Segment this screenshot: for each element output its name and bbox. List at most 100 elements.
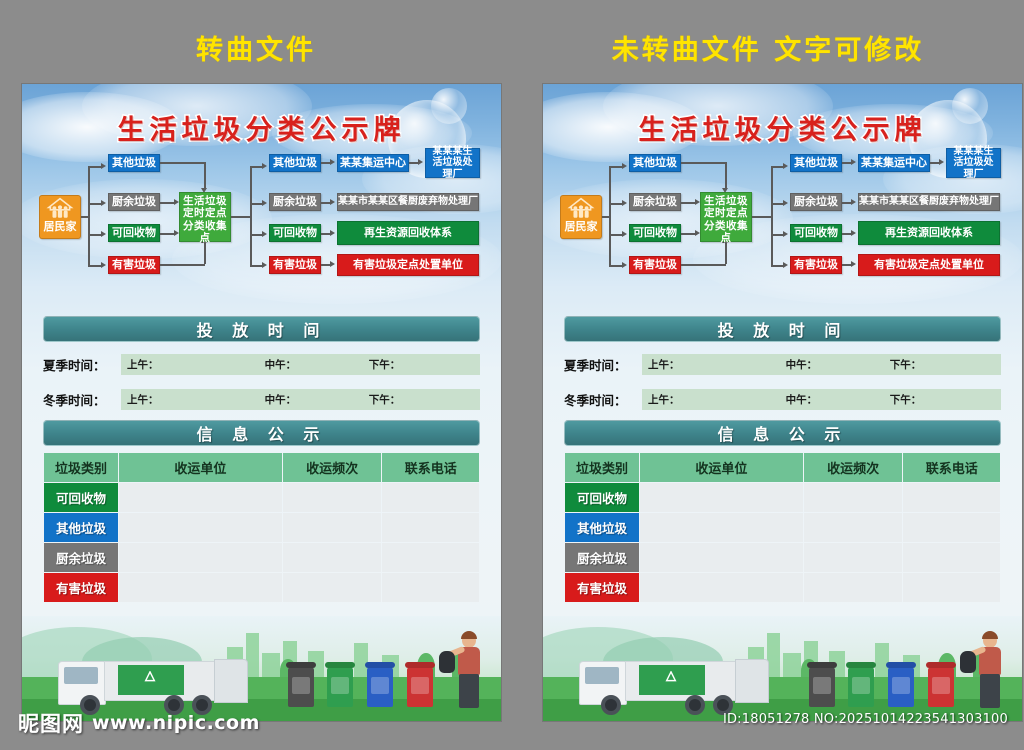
flow-connector [88, 265, 102, 267]
cell-unit[interactable] [640, 573, 803, 602]
garbage-truck-icon [579, 649, 779, 715]
flow-arrow [939, 158, 944, 165]
flow-connector [930, 162, 940, 164]
table-row: 厨余垃圾 [565, 543, 1000, 572]
summer-morning-label: 上午： [648, 359, 680, 371]
flow-connector [160, 233, 176, 235]
cell-unit[interactable] [119, 543, 282, 572]
th-phone: 联系电话 [903, 453, 1000, 482]
time-row-winter: 冬季时间： 上午： 中午： 下午： [564, 389, 1001, 410]
flow-arrow [622, 261, 627, 268]
family-house-icon [567, 197, 595, 219]
flow-arrow [851, 158, 856, 165]
cell-unit[interactable] [119, 483, 282, 512]
flow-connector [681, 233, 697, 235]
cell-phone[interactable] [903, 483, 1000, 512]
cell-frequency[interactable] [803, 513, 903, 542]
flow-connector [160, 162, 205, 164]
hazardous-waste-bin-icon [405, 662, 435, 707]
summer-afternoon-label: 下午： [368, 359, 401, 371]
table-row: 其他垃圾 [44, 513, 479, 542]
cell-unit[interactable] [640, 543, 803, 572]
cell-frequency[interactable] [282, 513, 382, 542]
flow-arrow [174, 229, 179, 236]
flow-connector [842, 162, 852, 164]
flow-connector [231, 216, 251, 218]
person-illustration [960, 631, 1008, 709]
flow-node-kitchen-waste-2: 厨余垃圾 [269, 193, 321, 211]
flow-node-recyclable-1: 可回收物 [629, 224, 681, 242]
flow-connector [321, 264, 331, 266]
table-row: 有害垃圾 [44, 573, 479, 602]
cell-phone[interactable] [382, 483, 479, 512]
flow-connector [160, 202, 175, 204]
person-torso [979, 647, 1001, 675]
flow-connector [609, 265, 623, 267]
flow-connector [752, 216, 772, 218]
bin-panel [411, 677, 429, 694]
flow-connector [681, 202, 696, 204]
time-row-summer-label: 夏季时间： [564, 358, 627, 373]
winter-noon-label: 中午： [785, 394, 818, 406]
flow-node-transfer-center: 某某集运中心 [337, 154, 409, 172]
collection-point-line1: 生活垃圾 [704, 195, 748, 208]
cell-unit[interactable] [119, 573, 282, 602]
waste-flow-diagram: 居民家 其他垃圾 厨余垃圾 可回收物 有害垃圾 [22, 146, 501, 301]
cell-phone[interactable] [382, 543, 479, 572]
cell-frequency[interactable] [803, 483, 903, 512]
cell-unit[interactable] [119, 513, 282, 542]
cell-phone[interactable] [903, 573, 1000, 602]
bin-panel [292, 677, 310, 694]
cell-phone[interactable] [382, 573, 479, 602]
flow-arrow [174, 198, 179, 205]
flow-connector [204, 162, 206, 189]
winter-afternoon-label: 下午： [368, 394, 401, 406]
flow-node-label: 某某集运中心 [340, 155, 406, 169]
flow-connector [88, 166, 90, 265]
image-id-label: ID:18051278 NO:20251014223541303100 [722, 712, 1008, 727]
cell-frequency[interactable] [803, 573, 903, 602]
building-shape [246, 633, 259, 681]
bin-lid [846, 662, 876, 668]
caption-right: 未转曲文件 文字可修改 [611, 35, 925, 66]
cell-unit[interactable] [640, 483, 803, 512]
flow-arrow [783, 162, 788, 169]
cell-unit[interactable] [640, 513, 803, 542]
flow-node-resident-label: 居民家 [564, 220, 598, 234]
cell-frequency[interactable] [282, 543, 382, 572]
cell-phone[interactable] [903, 513, 1000, 542]
flow-node-label: 某某某生活垃圾处理厂 [953, 145, 994, 180]
flow-node-hazardous-2: 有害垃圾 [269, 256, 321, 274]
truck-wheel [164, 695, 184, 715]
caption-left: 转曲文件 [196, 35, 316, 66]
flow-connector [609, 166, 611, 265]
th-category: 垃圾类别 [565, 453, 640, 482]
flow-arrow [262, 261, 267, 268]
truck-wheel [685, 695, 705, 715]
summer-noon-label: 中午： [785, 359, 818, 371]
cell-phone[interactable] [903, 543, 1000, 572]
flow-connector [609, 203, 623, 205]
flow-node-resident-label: 居民家 [43, 220, 77, 234]
collection-point-line2: 定时定点 [183, 207, 227, 220]
flow-node-label: 可回收物 [633, 225, 677, 239]
flow-connector [771, 265, 784, 267]
cell-frequency[interactable] [282, 573, 382, 602]
time-row-summer-fields[interactable]: 上午： 中午： 下午： [642, 354, 1001, 375]
truck-wheel [601, 695, 621, 715]
flow-node-label: 有害垃圾 [633, 257, 677, 271]
flow-node-other-waste-2: 其他垃圾 [790, 154, 842, 172]
winter-afternoon-label: 下午： [889, 394, 922, 406]
time-row-winter-fields[interactable]: 上午： 中午： 下午： [642, 389, 1001, 410]
cell-frequency[interactable] [282, 483, 382, 512]
summer-morning-label: 上午： [127, 359, 159, 371]
cell-frequency[interactable] [803, 543, 903, 572]
cell-phone[interactable] [382, 513, 479, 542]
flow-connector [725, 243, 727, 264]
winter-morning-label: 上午： [648, 394, 680, 406]
time-row-winter-fields[interactable]: 上午： 中午： 下午： [121, 389, 480, 410]
flow-arrow [851, 198, 856, 205]
bubble-small-decoration [952, 88, 988, 124]
bin-lid [286, 662, 316, 668]
time-row-summer-fields[interactable]: 上午： 中午： 下午： [121, 354, 480, 375]
